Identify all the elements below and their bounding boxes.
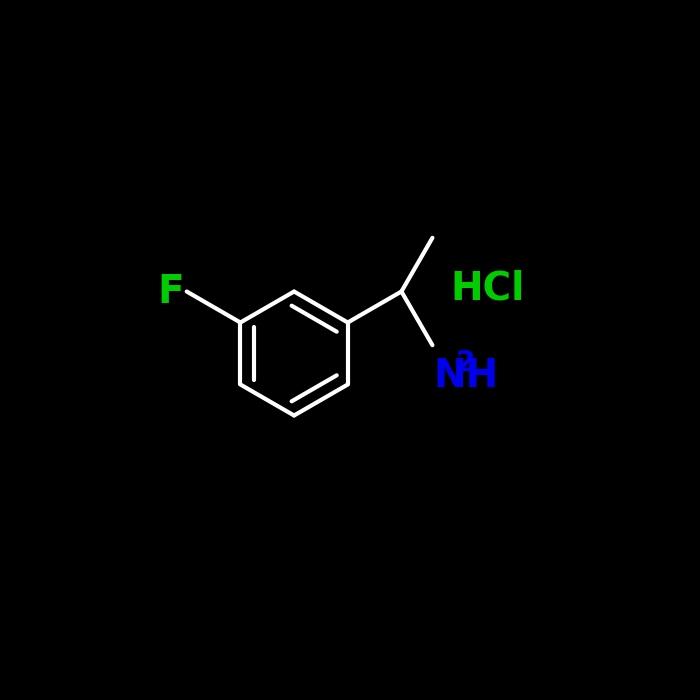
Text: NH: NH xyxy=(433,357,499,395)
Text: 2: 2 xyxy=(456,349,475,377)
Text: F: F xyxy=(158,272,184,311)
Text: HCl: HCl xyxy=(450,270,524,308)
